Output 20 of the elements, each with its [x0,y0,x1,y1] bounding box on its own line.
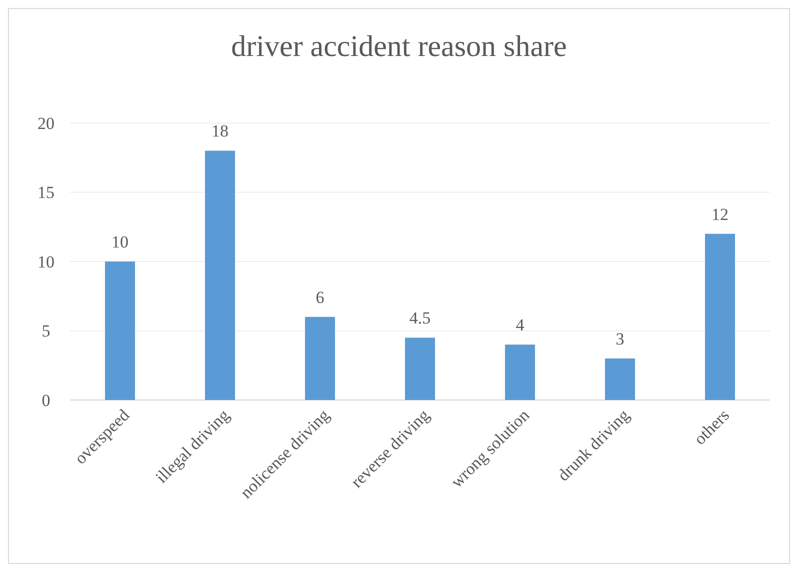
data-label: 3 [616,329,624,348]
data-label: 10 [112,232,128,252]
y-tick-label: 20 [38,114,54,133]
bar [305,316,335,400]
y-tick-label: 15 [38,183,54,202]
bar [705,234,735,400]
bar [105,262,135,400]
chart-title: driver accident reason share [231,30,567,63]
data-label: 6 [316,288,324,307]
bar [405,338,435,400]
bar [205,150,235,400]
data-label: 4 [516,316,525,335]
data-label: 18 [212,122,228,141]
data-label: 4.5 [409,308,431,328]
bar [605,358,635,400]
y-tick-label: 10 [38,252,54,272]
y-tick-label: 0 [42,390,50,410]
y-tick-label: 5 [42,322,50,341]
bar [505,344,535,400]
data-label: 12 [712,204,728,224]
